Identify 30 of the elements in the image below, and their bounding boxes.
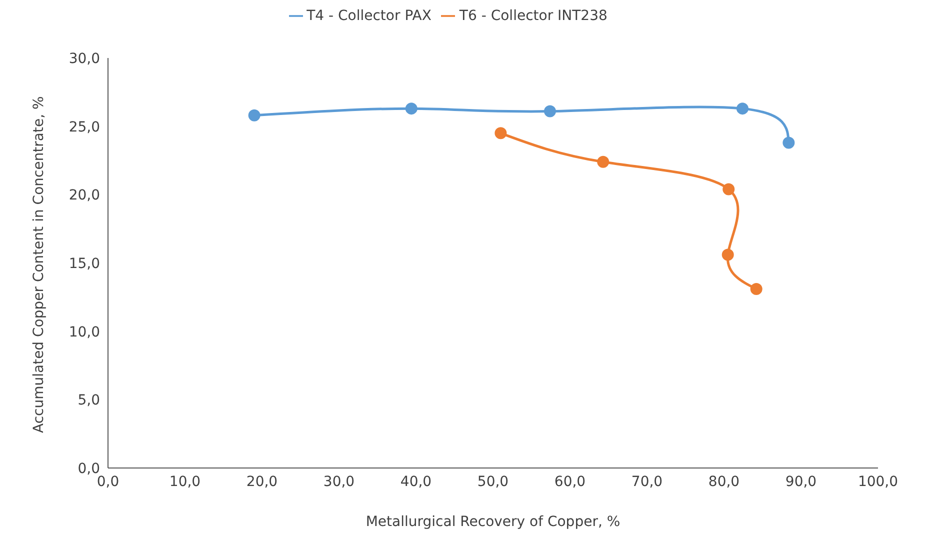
point [248,109,260,122]
y-tick-label: 5,0 [78,392,100,409]
point [722,183,735,196]
x-tick-label: 80,0 [708,474,740,490]
y-tick-label: 30,0 [68,50,100,67]
point [736,102,748,115]
x-axis-title: Metallurgical Recovery of Copper, % [366,514,620,530]
point [782,136,795,149]
point [597,156,610,168]
y-tick-label: 10,0 [68,324,100,340]
x-tick-label: 100,0 [858,474,898,490]
y-tick-label: 20,0 [68,188,100,204]
x-tick-label: 10,0 [169,474,201,490]
x-tick-label: 70,0 [631,474,663,490]
x-tick-label: 30,0 [323,474,355,490]
x-tick-label: 60,0 [554,474,586,490]
x-tick-label: 50,0 [477,474,509,490]
point [405,102,418,115]
point [494,127,507,140]
y-axis-title: Accumulated Copper Content in Concentrate, % [30,96,47,433]
point [750,282,762,295]
y-tick-label: 25,0 [68,119,100,136]
legend-label: T4 - Collector PAX [306,8,432,24]
x-tick-label: 20,0 [246,474,278,490]
x-tick-label: 90,0 [785,474,817,490]
y-tick-label: 15,0 [68,256,100,272]
legend-label: T6 - Collector INT238 [459,8,608,24]
x-tick-label: 40,0 [400,474,432,490]
point [722,248,734,261]
point [544,105,556,118]
